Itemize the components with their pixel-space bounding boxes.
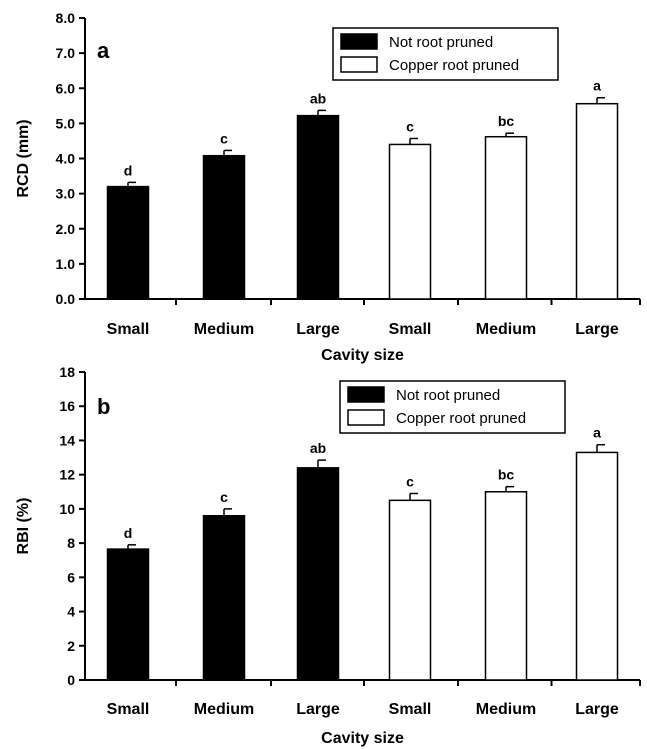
bar xyxy=(484,491,528,681)
significance-label: c xyxy=(406,473,414,489)
bar xyxy=(202,514,246,681)
x-tick-label: Medium xyxy=(476,701,536,718)
panel-label: b xyxy=(97,394,110,419)
legend-swatch xyxy=(340,56,378,73)
significance-label: d xyxy=(124,162,133,178)
y-tick-label: 3.0 xyxy=(56,186,76,202)
x-tick-label: Medium xyxy=(194,321,254,338)
bar xyxy=(296,114,340,300)
y-tick-label: 2.0 xyxy=(56,221,76,237)
y-tick-label: 12 xyxy=(59,467,75,483)
bar xyxy=(388,499,432,681)
panel-label: a xyxy=(97,38,110,63)
significance-label: a xyxy=(593,78,601,94)
significance-label: ab xyxy=(310,440,326,456)
x-tick-label: Large xyxy=(575,701,619,718)
y-axis-title: RBI (%) xyxy=(15,498,32,555)
significance-label: c xyxy=(220,130,228,146)
y-tick-label: 18 xyxy=(59,364,75,380)
legend-label: Copper root pruned xyxy=(389,57,519,74)
x-tick-label: Large xyxy=(296,701,340,718)
y-tick-label: 8.0 xyxy=(56,10,76,26)
x-tick-label: Small xyxy=(107,701,150,718)
x-tick-label: Small xyxy=(389,701,432,718)
y-tick-label: 0.0 xyxy=(56,291,76,307)
bar xyxy=(575,102,619,300)
y-tick-label: 5.0 xyxy=(56,115,76,131)
significance-label: a xyxy=(593,425,601,441)
bar xyxy=(484,135,528,300)
y-axis-title: RCD (mm) xyxy=(15,119,32,197)
significance-label: c xyxy=(406,118,414,134)
y-tick-label: 10 xyxy=(59,501,75,517)
y-tick-label: 7.0 xyxy=(56,45,76,61)
significance-label: d xyxy=(124,525,133,541)
legend-label: Copper root pruned xyxy=(396,410,526,427)
bar xyxy=(202,154,246,300)
y-tick-label: 2 xyxy=(67,638,75,654)
y-tick-label: 4.0 xyxy=(56,151,76,167)
x-tick-label: Small xyxy=(389,321,432,338)
y-tick-label: 0 xyxy=(67,672,75,688)
legend-swatch xyxy=(347,386,385,403)
x-tick-label: Large xyxy=(296,321,340,338)
y-tick-label: 6 xyxy=(67,569,75,585)
legend-label: Not root pruned xyxy=(396,387,500,404)
y-tick-label: 14 xyxy=(59,432,75,448)
y-tick-label: 8 xyxy=(67,535,75,551)
legend-label: Not root pruned xyxy=(389,34,493,51)
y-tick-label: 6.0 xyxy=(56,80,76,96)
legend-swatch xyxy=(347,409,385,426)
significance-label: ab xyxy=(310,90,326,106)
bar xyxy=(296,467,340,681)
bar xyxy=(575,451,619,681)
x-axis-title: Cavity size xyxy=(321,730,404,747)
x-tick-label: Medium xyxy=(476,321,536,338)
legend-swatch xyxy=(340,33,378,50)
x-tick-label: Large xyxy=(575,321,619,338)
significance-label: bc xyxy=(498,113,515,129)
bar xyxy=(388,143,432,300)
significance-label: bc xyxy=(498,467,515,483)
x-tick-label: Small xyxy=(107,321,150,338)
y-tick-label: 16 xyxy=(59,398,75,414)
bar xyxy=(106,185,150,300)
y-tick-label: 4 xyxy=(67,604,75,620)
bar xyxy=(106,548,150,681)
x-tick-label: Medium xyxy=(194,701,254,718)
y-tick-label: 1.0 xyxy=(56,256,76,272)
x-axis-title: Cavity size xyxy=(321,347,404,364)
significance-label: c xyxy=(220,489,228,505)
